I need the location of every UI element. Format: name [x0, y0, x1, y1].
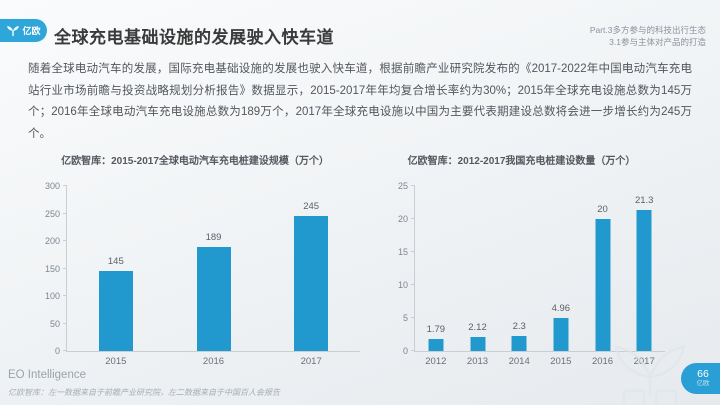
section-reference: Part.3多方参与的科技出行生态 3.1参与主体对产品的打造 [590, 25, 706, 48]
y-axis-tick-label: 100 [44, 291, 60, 301]
y-axis-tick-mark [411, 218, 415, 219]
bar-2015 [553, 318, 569, 351]
y-axis-tick-label: 200 [44, 236, 60, 246]
section-line-1: Part.3多方参与的科技出行生态 [589, 25, 706, 35]
bar-value-label: 145 [107, 256, 124, 268]
page-number-badge: 66 亿欧 [681, 363, 720, 394]
bar-value-label: 4.96 [551, 303, 571, 315]
bar-slot: 21.3 2017 [623, 186, 665, 367]
bars-container: 145 2015 189 2016 245 2017 [67, 186, 360, 367]
x-axis-tick-label: 2014 [508, 356, 530, 367]
x-axis-tick-label: 2013 [466, 356, 489, 367]
bar-slot: 2.3 2014 [498, 186, 540, 367]
bar-value-label: 245 [303, 201, 320, 213]
chart-title: 亿欧智库：2015-2017全球电动汽车充电桩建设规模（万个） [61, 156, 329, 167]
bar-2015 [98, 271, 133, 351]
y-axis-tick-mark [411, 350, 415, 351]
page-badge-label: 亿欧 [696, 380, 710, 387]
bars-container: 1.79 2012 2.12 2013 2.3 2014 4.96 2015 20 2016 21.… [415, 186, 665, 367]
bar-slot: 145 2015 [67, 186, 165, 367]
bar-slot: 1.79 2012 [415, 186, 457, 367]
x-axis-tick-label: 2017 [300, 356, 322, 367]
bar-2016 [595, 219, 611, 351]
bar-value-label: 189 [205, 232, 222, 244]
bar-value-label: 1.79 [426, 324, 446, 336]
x-axis-tick-label: 2016 [591, 356, 614, 367]
bar-2014 [511, 335, 527, 351]
y-axis-tick-mark [63, 212, 67, 214]
bar-slot: 20 2016 [582, 186, 624, 367]
y-axis-tick-label: 0 [402, 346, 408, 356]
bar-2017 [636, 210, 652, 351]
bar-value-label: 2.3 [512, 320, 526, 332]
bar-slot: 2.12 2013 [457, 186, 499, 367]
chart-china-charging-piles: 亿欧智库：2012-2017我国充电桩建设数量（万个） 0 5 10 15 20 25 1.… [378, 152, 665, 367]
bar-slot: 4.96 2015 [540, 186, 582, 367]
y-axis-tick-mark [411, 185, 415, 186]
bar-value-label: 20 [597, 204, 608, 215]
y-axis-tick-label: 5 [402, 313, 408, 323]
eo-watermark-icon [614, 345, 686, 405]
chart-plot-area: 0 50 100 150 200 250 300 145 2015 189 2016 245 2017 [45, 181, 360, 367]
bar-slot: 189 2016 [165, 186, 263, 367]
eo-logo: 亿欧 [0, 19, 47, 42]
y-axis-tick-label: 250 [44, 208, 60, 219]
y-axis-tick-label: 10 [397, 280, 408, 290]
y-axis-tick-label: 150 [44, 263, 60, 274]
bar-2013 [470, 337, 485, 351]
y-axis-tick-mark [63, 295, 67, 296]
x-axis-tick-label: 2016 [202, 356, 225, 367]
bar-value-label: 2.12 [468, 322, 487, 334]
y-axis-tick-mark [411, 284, 415, 285]
x-axis-tick-label: 2015 [550, 356, 572, 367]
y-axis-tick-mark [411, 251, 415, 252]
y-axis-tick-label: 25 [397, 181, 408, 191]
y-axis-tick-mark [63, 267, 67, 269]
page-number: 66 [697, 368, 709, 380]
chart-plot-area: 0 5 10 15 20 25 1.79 2012 2.12 2013 2.3 2014 4.96 201… [398, 181, 665, 367]
footer-brand: EO Intelligence [8, 369, 86, 381]
bar-slot: 245 2017 [262, 186, 360, 367]
chart-global-charging-piles: 亿欧智库：2015-2017全球电动汽车充电桩建设规模（万个） 0 50 100 15… [30, 152, 360, 367]
y-axis-tick-label: 0 [54, 346, 60, 356]
y-axis-tick-label: 50 [49, 318, 60, 329]
section-line-2: 3.1参与主体对产品的打造 [609, 36, 706, 47]
footer-source-note: 亿欧智库：左一数据来自于前瞻产业研究院，左二数据来自于中国百人会报告 [8, 388, 280, 397]
y-axis-tick-mark [63, 322, 67, 324]
logo-label: 亿欧 [22, 26, 41, 36]
y-axis-tick-label: 300 [44, 181, 60, 191]
y-axis-tick-label: 20 [397, 214, 408, 224]
page-title: 全球充电基础设施的发展驶入快车道 [54, 28, 334, 47]
y-axis-tick-mark [63, 185, 67, 186]
bar-2012 [428, 339, 444, 351]
bar-value-label: 21.3 [634, 195, 654, 207]
x-axis-tick-label: 2015 [105, 356, 127, 367]
y-axis-tick-mark [63, 240, 67, 241]
bar-2017 [294, 216, 329, 351]
chart-title: 亿欧智库：2012-2017我国充电桩建设数量（万个） [407, 156, 636, 167]
y-axis-tick-mark [63, 350, 67, 351]
y-axis-tick-label: 15 [397, 247, 408, 257]
body-paragraph: 随着全球电动汽车的发展，国际充电基础设施的发展也驶入快车道，根据前瞻产业研究院发… [28, 63, 692, 140]
eo-logo-y-icon [7, 25, 20, 36]
bar-2016 [196, 247, 231, 351]
y-axis-tick-mark [411, 317, 415, 318]
x-axis-tick-label: 2017 [633, 356, 655, 367]
x-axis-tick-label: 2012 [425, 356, 447, 367]
